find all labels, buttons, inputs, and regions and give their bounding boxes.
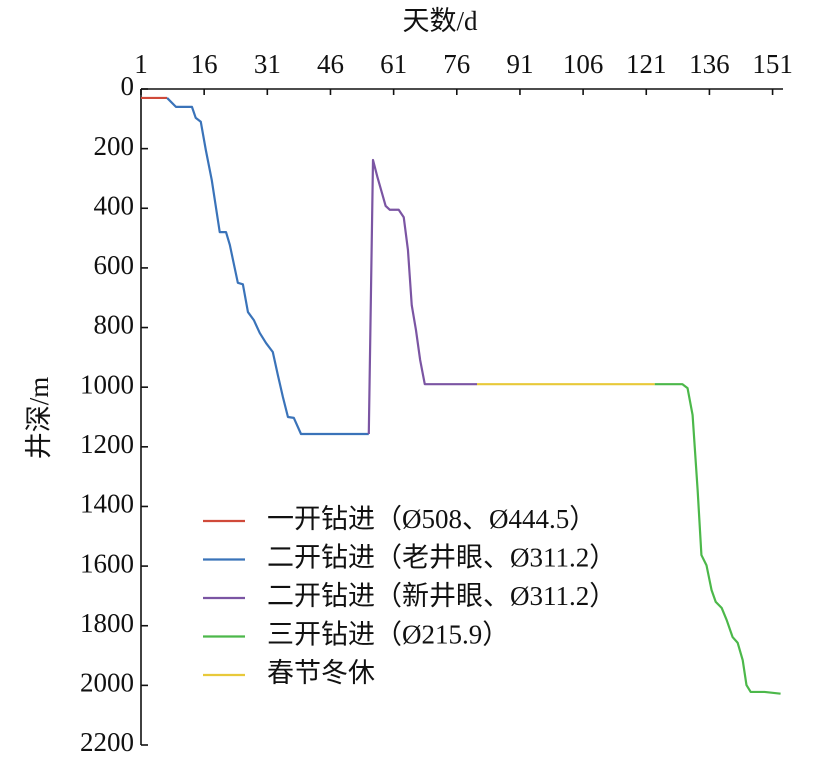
x-tick-label: 121 [626,49,667,79]
x-tick-label: 76 [443,49,470,79]
x-tick-label: 136 [689,49,730,79]
x-tick-label: 1 [134,49,148,79]
y-tick-label: 200 [94,131,135,161]
series-line [654,383,781,695]
y-axis-label: 井深/m [24,377,54,460]
legend-label: 春节冬休 [267,658,375,688]
y-tick-label: 1000 [80,369,134,399]
x-tick-label: 151 [752,49,793,79]
x-tick-label: 46 [317,49,344,79]
y-tick-label: 1600 [80,548,134,578]
x-tick-label: 16 [191,49,218,79]
legend-label: 二开钻进（新井眼、Ø311.2） [267,581,616,611]
x-axis-label: 天数/d [402,6,478,36]
y-tick-label: 0 [121,71,135,101]
y-tick-label: 1400 [80,489,134,519]
y-tick-label: 1800 [80,608,134,638]
y-tick-label: 2200 [80,727,134,757]
legend-label: 一开钻进（Ø508、Ø444.5） [267,504,596,534]
y-tick-label: 600 [94,250,135,280]
x-tick-label: 91 [506,49,533,79]
x-tick-label: 61 [380,49,407,79]
legend-label: 三开钻进（Ø215.9） [267,620,509,650]
series-line [166,97,369,436]
x-tick-label: 106 [563,49,604,79]
y-tick-label: 2000 [80,668,134,698]
x-tick-label: 31 [254,49,281,79]
y-tick-label: 800 [94,310,135,340]
y-tick-label: 1200 [80,429,134,459]
legend-label: 二开钻进（老井眼、Ø311.2） [267,543,616,573]
series-line [367,158,477,435]
y-tick-label: 400 [94,190,135,220]
